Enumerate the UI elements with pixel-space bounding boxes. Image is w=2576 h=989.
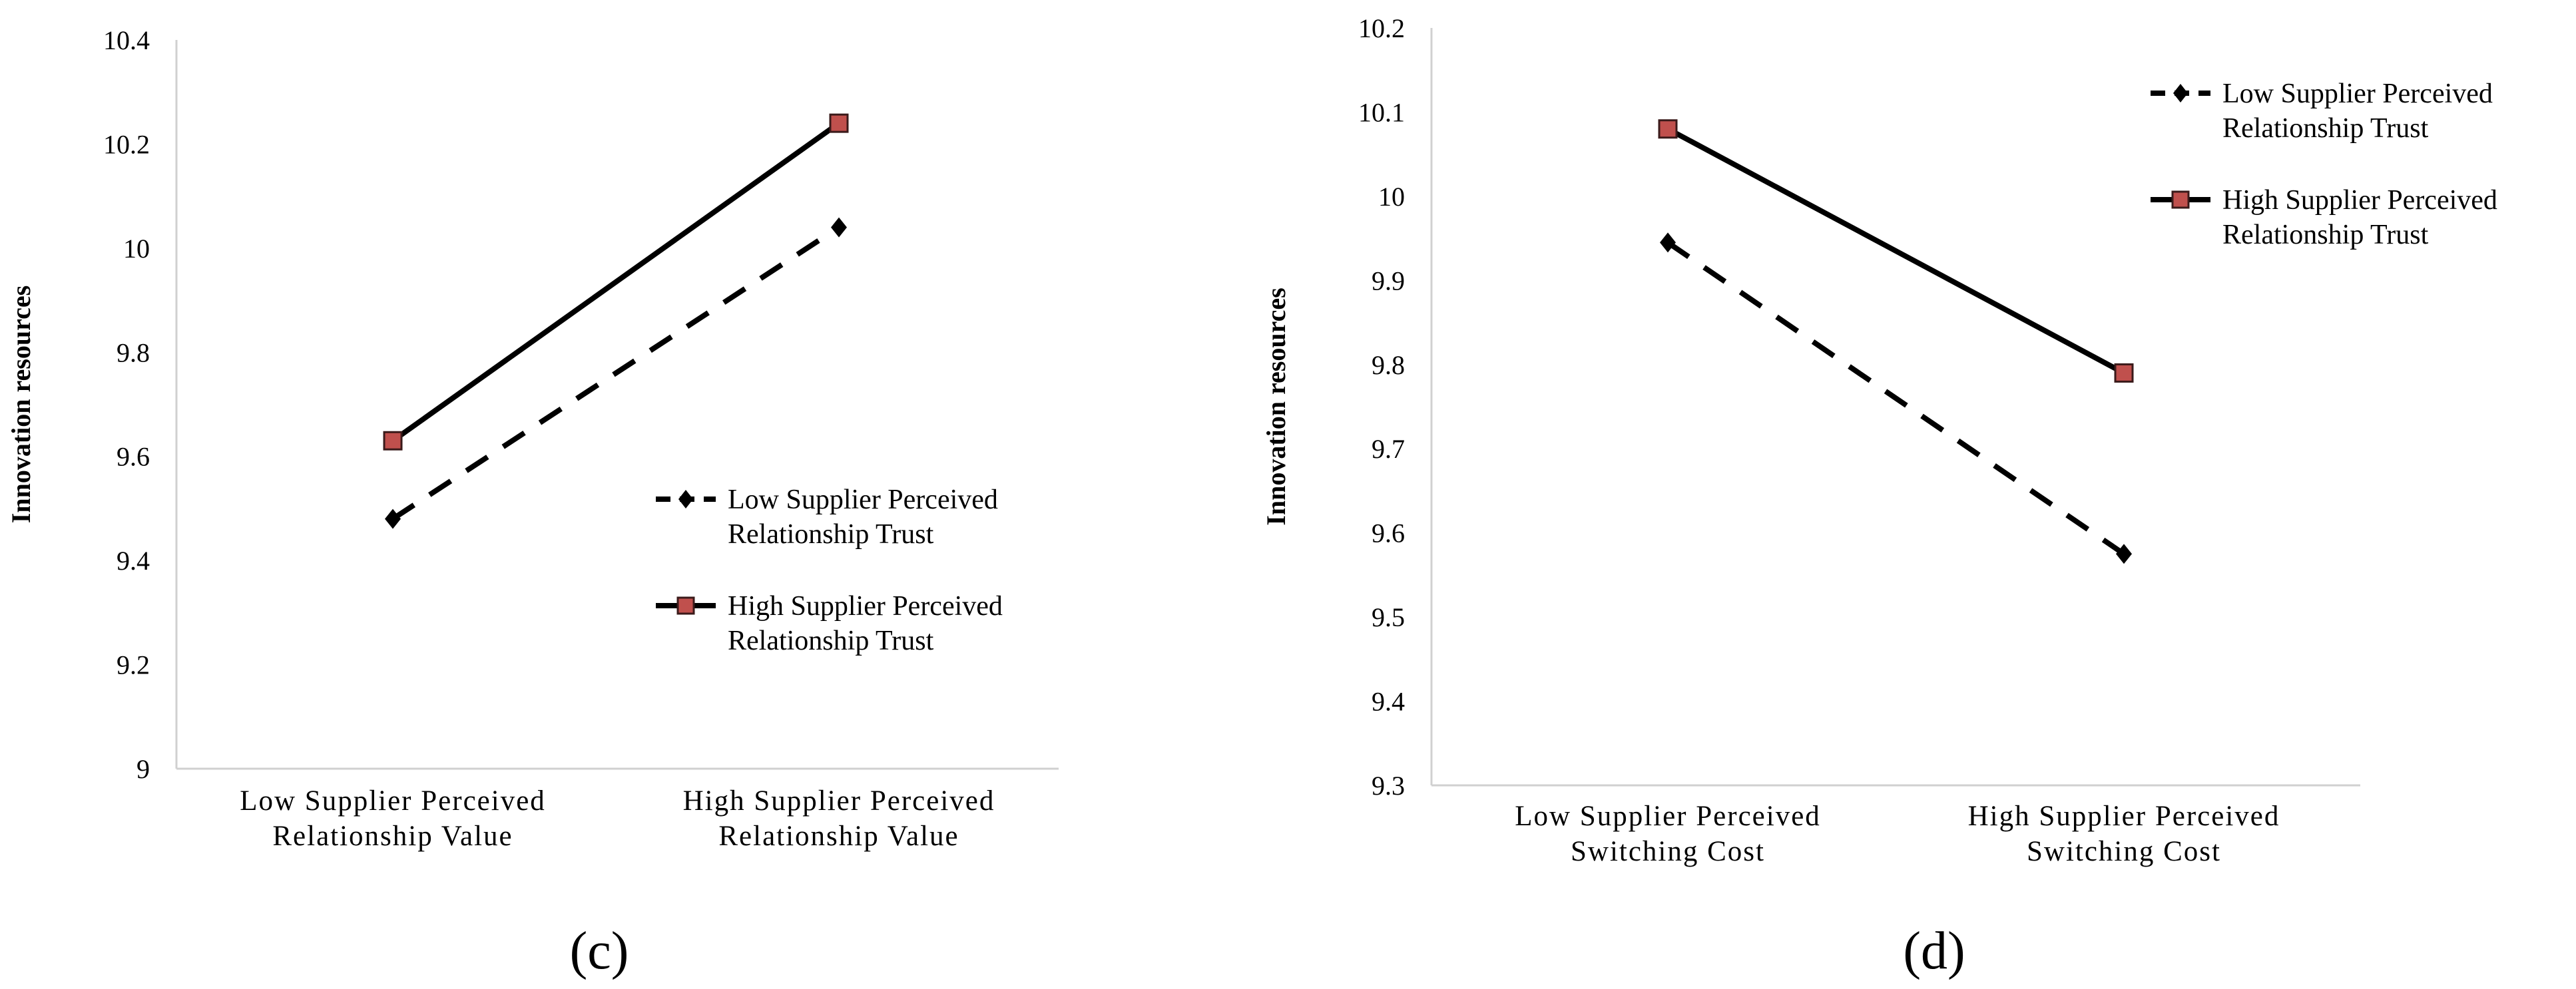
series-line-high-trust [1667, 126, 2125, 375]
x-category-label: Switching Cost [1571, 836, 1765, 867]
y-tick-label: 10.2 [1358, 13, 1405, 43]
x-category-label: Relationship Value [718, 821, 959, 852]
y-tick-label: 9.9 [1372, 266, 1405, 296]
x-category-label: High Supplier Perceived [1968, 801, 2280, 832]
legend-marker-diamond [678, 490, 693, 508]
data-point-square [1658, 119, 1678, 139]
data-point-diamond [385, 508, 401, 529]
y-tick-label: 9.6 [117, 442, 150, 472]
legend-label: Relationship Trust [2222, 220, 2429, 250]
y-tick-label: 10.4 [103, 25, 150, 55]
legend-label: Relationship Trust [728, 519, 934, 550]
y-tick-label: 10 [123, 234, 150, 264]
y-tick-label: 9 [136, 754, 150, 784]
panel-label: (c) [570, 922, 629, 980]
x-category-label: Relationship Value [272, 821, 513, 852]
legend-label: Low Supplier Perceived [2222, 79, 2493, 109]
legend-label: High Supplier Perceived [2222, 185, 2497, 216]
y-tick-label: 9.4 [1372, 687, 1405, 717]
y-tick-label: 10.1 [1358, 97, 1405, 127]
data-point-diamond [1660, 232, 1676, 253]
chart-panel-d: 9.3 9.4 9.5 9.6 9.7 9.8 9.9 10 10.1 10.2 Innovatio… [1261, 13, 2497, 980]
y-tick-label: 9.5 [1372, 602, 1405, 632]
series-line-low-trust [1666, 240, 2126, 556]
y-axis-title: Innovation resources [6, 286, 36, 523]
y-tick-label: 9.2 [117, 650, 150, 680]
y-tick-label: 9.4 [117, 546, 150, 576]
y-axis-title: Innovation resources [1261, 288, 1291, 525]
y-tick-label: 9.8 [117, 337, 150, 367]
panel-label: (d) [1903, 922, 1965, 980]
data-point-square [2114, 363, 2134, 383]
legend-marker-square [2171, 190, 2190, 209]
legend-label: Relationship Trust [728, 626, 934, 656]
y-tick-label: 9.3 [1372, 771, 1405, 801]
x-category-label: High Supplier Perceived [683, 785, 995, 817]
chart-panel-c: 9 9.2 9.4 9.6 9.8 10 10.2 10.4 Innovation resour… [6, 25, 1059, 980]
legend-marker-square [676, 596, 695, 615]
legend-label: Low Supplier Perceived [728, 485, 998, 515]
y-tick-label: 10.2 [103, 129, 150, 159]
data-point-square [829, 113, 849, 133]
legend-label: High Supplier Perceived [728, 591, 1003, 622]
series-line-high-trust [391, 120, 841, 443]
legend-marker-diamond [2173, 84, 2188, 102]
data-point-square [383, 431, 403, 451]
y-tick-label: 9.7 [1372, 434, 1405, 464]
y-tick-label: 10 [1378, 182, 1405, 212]
x-category-label: Low Supplier Perceived [240, 785, 546, 817]
x-category-label: Switching Cost [2027, 836, 2221, 867]
y-tick-label: 9.6 [1372, 518, 1405, 548]
y-tick-label: 9.8 [1372, 350, 1405, 380]
data-point-diamond [831, 217, 847, 238]
x-category-label: Low Supplier Perceived [1515, 801, 1821, 832]
legend-label: Relationship Trust [2222, 113, 2429, 144]
data-point-diamond [2116, 544, 2132, 564]
series-line-low-trust [391, 225, 841, 521]
